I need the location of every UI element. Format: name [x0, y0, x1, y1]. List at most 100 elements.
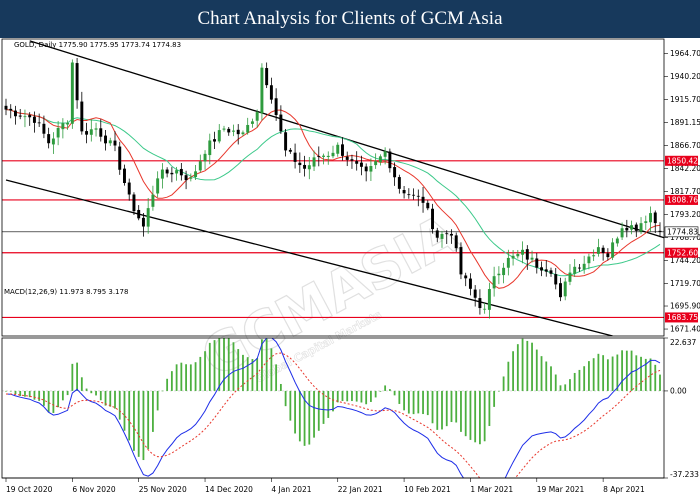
macd-histogram-bar — [9, 390, 12, 392]
macd-histogram-bar — [61, 390, 64, 401]
candle-body — [160, 169, 164, 179]
macd-histogram-bar — [417, 390, 420, 414]
macd-histogram-bar — [393, 390, 396, 396]
candle-body — [123, 168, 126, 184]
x-tick-label: 22 Jan 2021 — [338, 485, 383, 494]
price-tick-label: 1915.70 — [670, 95, 700, 104]
chart-area[interactable]: GCMASIA Global Capital Markets 1964.7019… — [0, 38, 700, 500]
candle-body — [511, 255, 515, 259]
candle — [369, 158, 373, 182]
macd-histogram-bar — [450, 390, 453, 423]
candle-body — [592, 255, 596, 257]
candle — [497, 266, 501, 285]
candle — [587, 253, 591, 270]
candle-body — [175, 170, 179, 174]
macd-histogram-bar — [33, 390, 36, 400]
macd-histogram-bar — [516, 344, 519, 391]
macd-histogram-bar — [602, 355, 605, 391]
x-tick-label: 25 Nov 2020 — [139, 485, 187, 494]
macd-histogram-bar — [128, 390, 131, 441]
candle-body — [601, 247, 605, 254]
candle — [288, 148, 292, 154]
macd-histogram-bar — [445, 390, 448, 427]
candle-body — [454, 235, 458, 249]
macd-histogram-bar — [104, 390, 107, 406]
x-tick-label: 14 Dec 2020 — [205, 485, 253, 494]
candle-body — [502, 267, 506, 276]
macd-histogram-bar — [170, 371, 173, 391]
candle — [331, 145, 335, 159]
candle — [236, 124, 240, 145]
candle-body — [66, 122, 70, 125]
price-tick-label: 1817.70 — [670, 187, 700, 196]
macd-histogram-bar — [85, 388, 88, 391]
candle — [525, 245, 529, 270]
level-label-box — [665, 194, 698, 205]
candle-body — [435, 230, 439, 238]
candle — [170, 167, 174, 183]
candle-body — [70, 62, 74, 124]
candle — [492, 266, 496, 297]
candle-body — [497, 273, 501, 276]
candle-body — [18, 115, 22, 117]
candle — [341, 137, 344, 161]
macd-histogram-bar — [540, 356, 543, 391]
macd-histogram-bar — [289, 390, 292, 421]
x-tick-label: 19 Oct 2020 — [6, 485, 53, 494]
candle-body — [544, 269, 548, 272]
candle — [450, 229, 453, 244]
macd-histogram-bar — [507, 361, 510, 391]
macd-histogram-bar — [180, 362, 183, 391]
level-label: 1683.75 — [667, 313, 698, 322]
x-tick-label: 8 Apr 2021 — [603, 485, 645, 494]
candle — [227, 126, 231, 136]
candle — [625, 219, 629, 238]
candle-body — [554, 274, 558, 285]
macd-line — [5, 338, 661, 478]
candle-body — [288, 149, 292, 152]
macd-histogram-bar — [564, 384, 567, 391]
macd-histogram-bar — [497, 390, 500, 392]
candle-body — [615, 238, 619, 244]
candle-body — [317, 156, 321, 157]
candle — [440, 230, 444, 248]
macd-histogram-bar — [109, 390, 112, 407]
candle — [407, 188, 411, 199]
candle — [303, 155, 307, 177]
price-tick-label: 1744.20 — [670, 256, 700, 265]
candle — [364, 163, 368, 182]
candle — [345, 151, 349, 167]
macd-histogram-bar — [379, 390, 382, 392]
candle-body — [378, 156, 382, 163]
macd-histogram-bar — [194, 362, 197, 391]
candle-body — [94, 128, 98, 130]
candle — [274, 88, 278, 121]
price-tick-label: 1891.15 — [670, 118, 700, 127]
candle-body — [568, 272, 572, 282]
candle — [563, 277, 567, 301]
candle-body — [156, 178, 160, 194]
macd-histogram-bar — [512, 351, 514, 391]
price-tick-label: 1964.70 — [670, 49, 700, 58]
candle — [535, 252, 539, 274]
candle-body — [326, 155, 330, 157]
macd-tick-label: -37.233 — [670, 470, 699, 479]
macd-histogram-bar — [388, 389, 391, 391]
candle — [284, 128, 288, 157]
macd-histogram-bar — [5, 390, 7, 392]
candle-body — [345, 156, 349, 160]
macd-histogram-bar — [24, 390, 26, 397]
macd-histogram-bar — [43, 390, 45, 406]
candle-body — [397, 177, 401, 189]
macd-histogram-bar — [270, 348, 273, 391]
macd-histogram-bar — [583, 366, 586, 391]
macd-histogram-bar — [185, 364, 187, 391]
candle — [592, 249, 596, 262]
candle-body — [151, 194, 155, 207]
macd-histogram-bar — [133, 390, 135, 451]
candle — [483, 303, 487, 314]
macd-histogram-bar — [166, 378, 169, 391]
candle-body — [364, 166, 368, 172]
macd-histogram-bar — [28, 390, 31, 398]
candle — [307, 156, 311, 180]
